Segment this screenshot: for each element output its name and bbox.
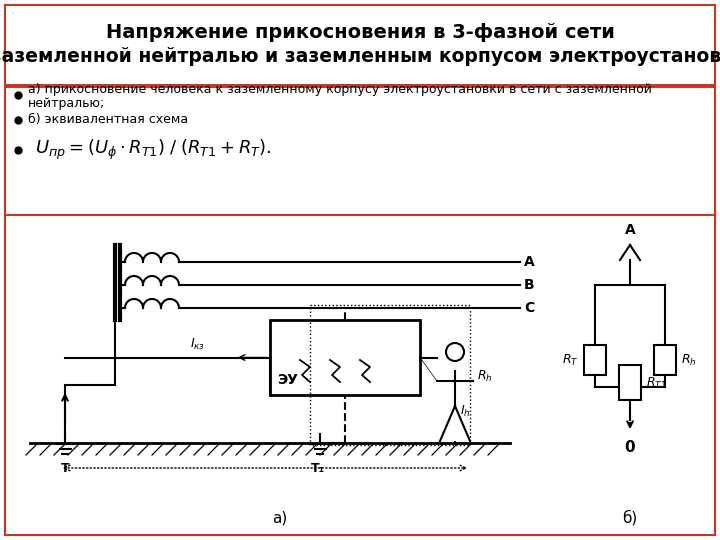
Text: 0: 0 [625, 440, 635, 455]
Text: B: B [524, 278, 535, 292]
Text: ЭУ: ЭУ [277, 373, 299, 387]
Bar [5, 87, 715, 215]
Bar [5, 5, 715, 85]
Bar [584, 345, 606, 375]
Text: $R_h$: $R_h$ [477, 368, 492, 383]
Text: Напряжение прикосновения в 3-фазной сети: Напряжение прикосновения в 3-фазной сети [106, 24, 614, 43]
Text: нейтралью;: нейтралью; [28, 97, 105, 110]
Bar [654, 345, 676, 375]
Text: с заземленной нейтралью и заземленным корпусом электроустановки: с заземленной нейтралью и заземленным ко… [0, 46, 720, 65]
Text: б) эквивалентная схема: б) эквивалентная схема [28, 113, 188, 126]
Text: а) прикосновение человека к заземленному корпусу электроустановки в сети с зазем: а) прикосновение человека к заземленному… [28, 84, 652, 97]
Text: C: C [524, 301, 534, 315]
Bar [619, 365, 641, 400]
Text: $I_{кз}$: $I_{кз}$ [190, 338, 205, 353]
Text: T: T [60, 462, 69, 475]
Circle shape [446, 343, 464, 361]
Text: $R_h$: $R_h$ [681, 353, 697, 368]
Text: A: A [625, 223, 635, 237]
Text: A: A [524, 255, 535, 269]
Text: $R_{T1}$: $R_{T1}$ [646, 375, 667, 390]
Text: $I_h$: $I_h$ [460, 403, 471, 418]
Text: $R_T$: $R_T$ [562, 353, 579, 368]
Bar [270, 320, 420, 395]
Text: T₁: T₁ [311, 462, 325, 475]
Bar [5, 215, 715, 535]
Text: а): а) [272, 510, 287, 525]
Text: б): б) [622, 510, 638, 526]
Text: $\mathit{U}_{\mathit{пр}} = (\mathit{U}_{\phi} \cdot \mathit{R}_{T1})\;/\;(\math: $\mathit{U}_{\mathit{пр}} = (\mathit{U}_… [35, 138, 271, 162]
